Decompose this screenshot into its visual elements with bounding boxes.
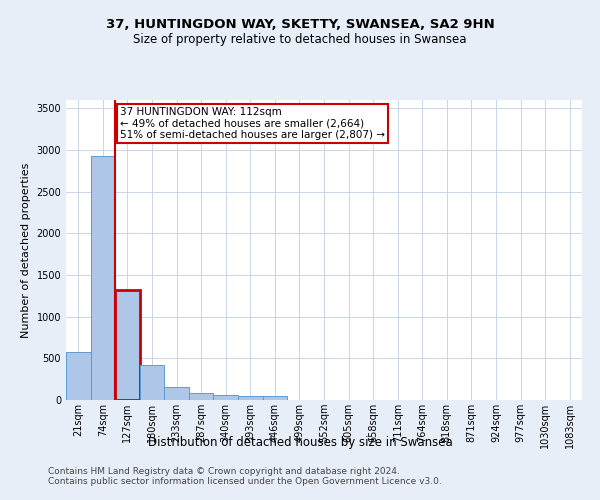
Bar — [214, 396, 238, 400]
Text: Contains HM Land Registry data © Crown copyright and database right 2024.: Contains HM Land Registry data © Crown c… — [48, 467, 400, 476]
Text: Size of property relative to detached houses in Swansea: Size of property relative to detached ho… — [133, 32, 467, 46]
Bar — [263, 396, 287, 400]
Bar — [140, 366, 164, 400]
Bar — [164, 387, 189, 400]
Text: 37, HUNTINGDON WAY, SKETTY, SWANSEA, SA2 9HN: 37, HUNTINGDON WAY, SKETTY, SWANSEA, SA2… — [106, 18, 494, 30]
Bar — [66, 352, 91, 400]
Bar — [189, 394, 214, 400]
Bar — [115, 290, 140, 400]
Text: Contains public sector information licensed under the Open Government Licence v3: Contains public sector information licen… — [48, 477, 442, 486]
Bar — [91, 156, 115, 400]
Bar — [238, 396, 263, 400]
Text: 37 HUNTINGDON WAY: 112sqm
← 49% of detached houses are smaller (2,664)
51% of se: 37 HUNTINGDON WAY: 112sqm ← 49% of detac… — [120, 106, 385, 140]
Y-axis label: Number of detached properties: Number of detached properties — [21, 162, 31, 338]
Text: Distribution of detached houses by size in Swansea: Distribution of detached houses by size … — [148, 436, 452, 449]
